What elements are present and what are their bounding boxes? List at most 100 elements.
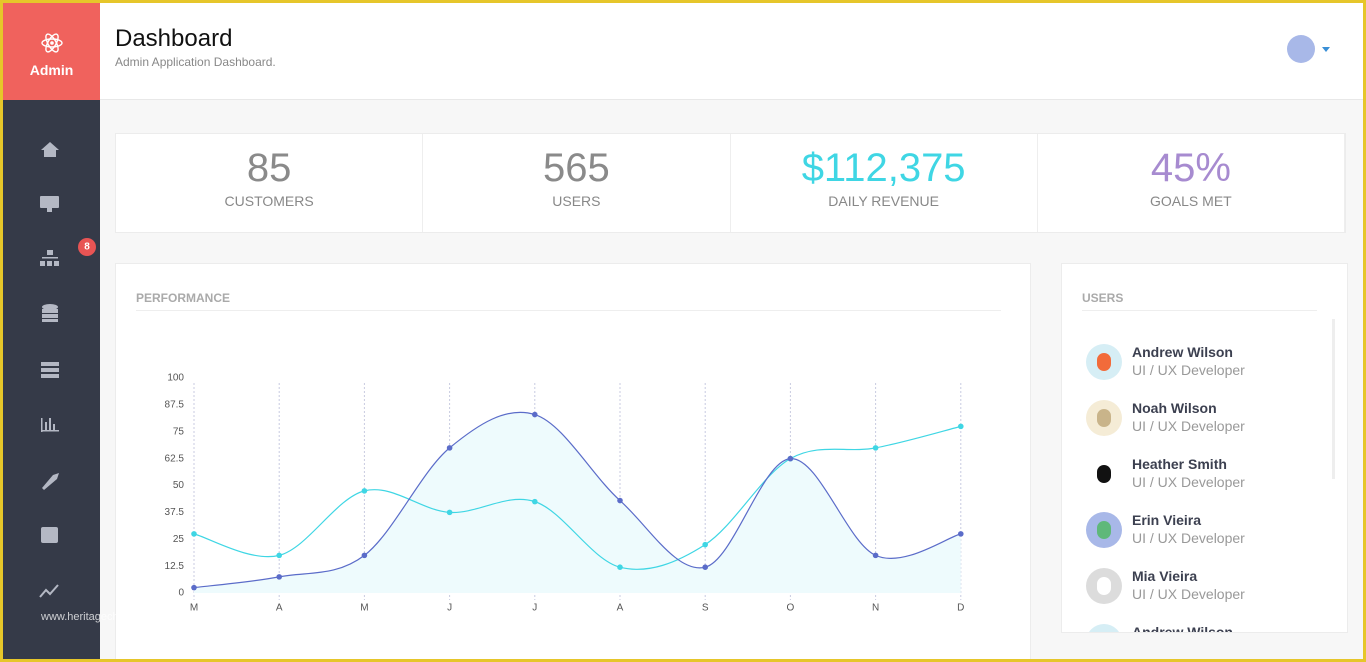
user-role: UI / UX Developer [1132,586,1245,602]
point [446,445,453,451]
user-avatar [1086,624,1122,632]
profile-caret[interactable] [1322,47,1330,52]
user-role: UI / UX Developer [1132,530,1245,546]
icon-chart[interactable] [41,418,59,432]
y-tick-label: 100 [167,373,184,384]
user-name: Andrew Wilson [1132,624,1233,633]
divider [136,310,1001,311]
y-tick-label: 62.5 [165,453,185,464]
scrollbar[interactable] [1332,319,1335,479]
stat-value: 45% [1150,146,1231,190]
badge-count: 8 [84,242,90,253]
chart: M A M J J A S O N D 0 12.5 25 37.5 50 62.5 75 87.5 100 [165,373,965,614]
divider [1082,310,1317,311]
x-tick-label: S [702,603,709,614]
x-tick-label: O [787,603,795,614]
avatar-figure [1097,521,1111,539]
users-title: USERS [1082,291,1124,305]
x-tick-label: J [532,603,537,614]
stat-value: $112,375 [801,146,966,190]
icon-rocket[interactable] [42,473,59,490]
user-avatar [1086,344,1122,380]
user-item[interactable]: Heather Smith UI / UX Developer [1086,456,1326,512]
icon-trend[interactable] [39,584,59,598]
avatar-figure [1097,353,1111,371]
avatar-figure [1097,465,1111,483]
x-tick-label: M [190,603,198,614]
icon-home[interactable] [41,142,59,157]
point [617,497,623,504]
y-tick-label: 0 [178,588,184,599]
user-role: UI / UX Developer [1132,362,1245,378]
brand-name: Admin [29,62,74,78]
line [193,425,961,570]
stat-value: 565 [543,146,610,190]
point [872,552,879,559]
user-name: Andrew Wilson [1132,344,1233,360]
user-item[interactable]: Andrew Wilson UI / UX Developer [1086,344,1326,400]
watermark: www.heritagechristiancollege.com [41,611,207,623]
point [191,531,197,537]
user-avatar [1086,568,1122,604]
point [702,541,708,548]
y-tick-label: 25 [173,534,185,545]
y-tick-label: 75 [173,426,185,437]
user-role: UI / UX Developer [1132,474,1245,490]
user-item[interactable]: Noah Wilson UI / UX Developer [1086,400,1326,456]
brand[interactable]: Admin [3,3,100,100]
y-tick-label: 37.5 [165,507,185,518]
icon-desktop[interactable] [40,196,59,208]
point [872,445,879,451]
avatar-figure [1097,409,1111,427]
stats-card: 85 CUSTOMERS 565 USERS $112,375 DAILY REVENUE… [115,133,1346,233]
user-name: Mia Vieira [1132,568,1198,584]
stat-label: GOALS MET [1150,193,1232,209]
y-tick-label: 50 [173,480,185,491]
point [191,584,197,591]
point [361,488,368,494]
performance-card: PERFORMANCE M A M J J A S O N D 0 12.5 25 37.5 50 62.5 7… [115,263,1031,659]
area [194,412,961,593]
x-tick-label: M [360,603,368,614]
badge [78,238,96,256]
icon-server[interactable] [41,362,59,378]
avatar-figure [1097,577,1111,595]
x-tick-label: A [276,603,283,614]
user-name: Noah Wilson [1132,400,1217,416]
header: Dashboard Admin Application Dashboard. [100,3,1363,100]
icon-sitemap[interactable] [40,250,59,266]
profile-avatar[interactable] [1287,35,1315,63]
point [276,574,282,580]
user-item[interactable]: Mia Vieira UI / UX Developer [1086,568,1326,624]
stat: 45% GOALS MET [1038,134,1345,232]
stat-label: USERS [552,193,601,209]
icon-share[interactable] [41,527,58,543]
y-tick-label: 87.5 [165,400,185,411]
user-avatar [1086,512,1122,548]
point [532,411,538,418]
chart-title: PERFORMANCE [136,291,231,305]
users-card: USERS Andrew Wilson UI / UX Developer Noah… [1061,263,1348,633]
stat-value: 85 [246,146,292,190]
point [361,552,368,559]
stat-label: CUSTOMERS [224,193,314,209]
point [702,564,708,570]
stat: $112,375 DAILY REVENUE [731,134,1038,232]
x-tick-label: A [617,603,624,614]
page-subtitle: Admin Application Dashboard. [115,55,276,69]
x-tick-label: D [957,603,964,614]
point [958,531,964,537]
user-avatar [1086,456,1122,492]
user-avatar [1086,400,1122,436]
page-title: Dashboard [115,25,233,52]
user-name: Heather Smith [1132,456,1227,472]
point [958,423,964,430]
user-item[interactable]: Erin Vieira UI / UX Developer [1086,512,1326,568]
point [446,509,453,516]
stat: 565 USERS [423,134,731,232]
icon-database[interactable] [42,304,58,322]
point [787,455,794,462]
stat: 85 CUSTOMERS [116,134,424,232]
